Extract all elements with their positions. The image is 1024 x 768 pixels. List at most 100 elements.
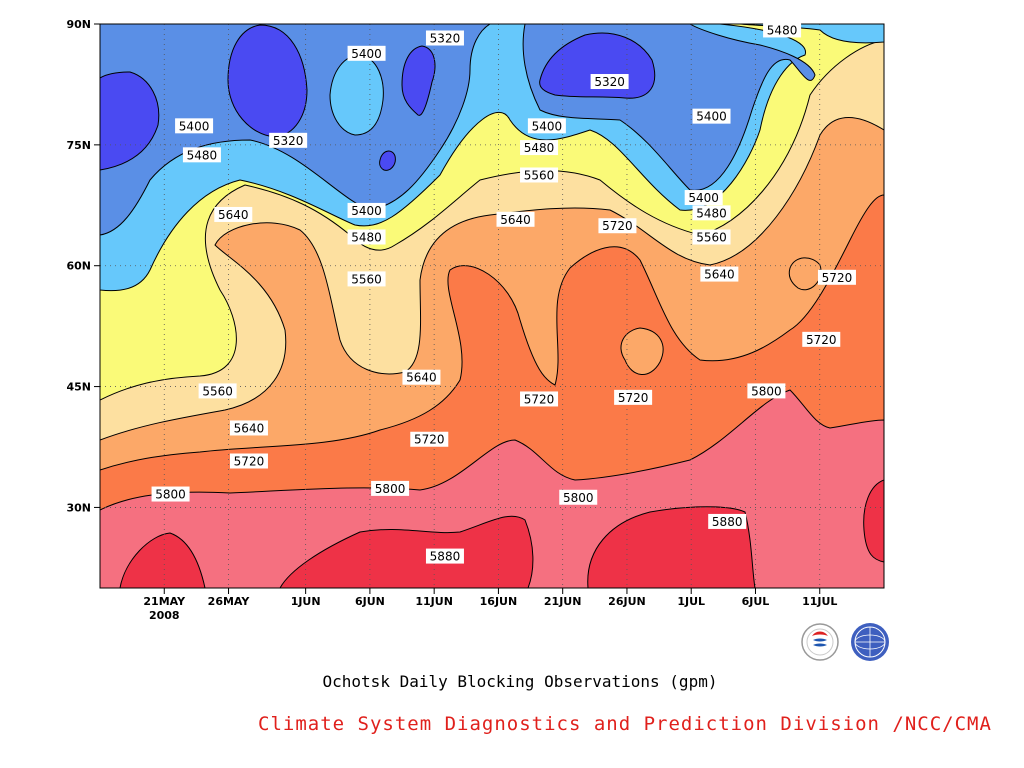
contour-label-bg	[520, 167, 559, 183]
x-tick-label: 11JUN	[415, 595, 453, 608]
y-axis: 30N 45N 60N 75N 90N	[66, 18, 100, 514]
contour-label: 5720	[598, 218, 637, 234]
contour-label: 5400	[347, 202, 386, 218]
contour-label-bg	[527, 118, 566, 134]
x-tick-label: 21JUN	[544, 595, 582, 608]
contour-label: 5800	[371, 480, 410, 496]
x-tick-label: 1JUL	[677, 595, 705, 608]
filled-contours	[100, 24, 884, 588]
contour-label-text: 5400	[532, 119, 563, 133]
contour-label: 5800	[151, 486, 190, 502]
contour-label: 5800	[747, 383, 786, 399]
core-below-5320-small	[379, 150, 396, 171]
x-tick-label: 26JUN	[608, 595, 646, 608]
contour-label-bg	[747, 383, 786, 399]
contour-label-text: 5400	[351, 47, 382, 61]
x-tick-label: 6JUN	[355, 595, 385, 608]
contour-label-text: 5480	[351, 231, 382, 245]
contour-label-text: 5480	[767, 23, 798, 37]
contour-label-bg	[559, 489, 598, 505]
contour-label-bg	[692, 205, 731, 221]
contour-label: 5400	[692, 108, 731, 124]
contour-label: 5320	[269, 132, 308, 148]
band-5880-core-west	[119, 532, 206, 588]
contour-label-bg	[229, 453, 268, 469]
contour-label: 5480	[692, 205, 731, 221]
contour-label: 5400	[347, 45, 386, 61]
x-tick-label: 21MAY	[143, 595, 186, 608]
contour-label-text: 5640	[234, 421, 265, 435]
contour-label-bg	[425, 30, 464, 46]
contour-label: 5480	[347, 229, 386, 245]
contour-label: 5560	[198, 383, 237, 399]
contour-label-text: 5720	[822, 271, 853, 285]
contour-label-bg	[175, 118, 214, 134]
contour-label-text: 5560	[351, 272, 382, 286]
contour-label-bg	[684, 190, 723, 206]
contour-label-text: 5800	[375, 482, 406, 496]
contour-label-text: 5400	[179, 119, 210, 133]
contour-label-text: 5720	[524, 392, 555, 406]
contour-label-text: 5400	[351, 204, 382, 218]
contour-label-bg	[520, 140, 559, 156]
x-year-label: 2008	[149, 609, 180, 622]
contour-label-text: 5880	[712, 515, 743, 529]
contour-label-text: 5320	[594, 75, 625, 89]
core-below-5320-mid	[401, 45, 436, 116]
contour-pocket-5720-east	[788, 257, 822, 291]
contour-label-text: 5320	[430, 32, 461, 46]
contour-label-bg	[151, 486, 190, 502]
contour-label: 5640	[214, 206, 253, 222]
contour-label: 5640	[229, 420, 268, 436]
plot-frame	[99, 23, 885, 589]
contour-label-text: 5720	[602, 219, 633, 233]
contour-label-bg	[347, 229, 386, 245]
y-tick-label: 90N	[66, 18, 91, 31]
contour-label-bg	[763, 22, 802, 38]
contour-label-text: 5720	[234, 455, 265, 469]
contour-label-text: 5480	[696, 206, 727, 220]
agency-logos	[801, 623, 889, 661]
contour-label-bg	[182, 147, 221, 163]
contour-label: 5720	[817, 269, 856, 285]
contour-label-text: 5640	[704, 268, 735, 282]
contour-label-bg	[214, 206, 253, 222]
ncc-logo	[851, 623, 889, 661]
contour-label-bg	[817, 269, 856, 285]
contour-label-bg	[598, 218, 637, 234]
contour-label-text: 5480	[524, 141, 555, 155]
contour-label-text: 5400	[696, 110, 727, 124]
contour-label: 5720	[520, 391, 559, 407]
bcc-logo	[801, 623, 839, 661]
contour-label: 5720	[410, 431, 449, 447]
contour-label-bg	[347, 202, 386, 218]
contour-label: 5640	[496, 211, 535, 227]
contour-label: 5320	[425, 30, 464, 46]
y-tick-label: 45N	[66, 381, 91, 394]
contour-label-text: 5640	[218, 208, 249, 222]
contour-label: 5880	[708, 513, 747, 529]
contour-label-text: 5560	[696, 231, 727, 245]
contour-label-text: 5800	[751, 384, 782, 398]
x-tick-label: 11JUL	[802, 595, 837, 608]
contour-pocket-5720	[620, 327, 664, 375]
contour-label: 5640	[700, 266, 739, 282]
contour-label: 5560	[347, 271, 386, 287]
contour-label-bg	[402, 369, 441, 385]
contour-label-text: 5800	[155, 488, 186, 502]
x-tick-label: 1JUN	[291, 595, 321, 608]
band-5880-core-edge	[863, 479, 884, 563]
contour-label-bg	[700, 266, 739, 282]
contour-label: 5640	[402, 369, 441, 385]
contour-label-text: 5560	[202, 384, 233, 398]
contour-label: 5400	[175, 118, 214, 134]
contour-labels: 5320 5400 5480 5320 5400 5320 5400 5400 5480 5480…	[151, 22, 856, 564]
contour-label: 5560	[692, 229, 731, 245]
contour-label-bg	[347, 271, 386, 287]
contour-label-text: 5560	[524, 168, 555, 182]
band-5880-core-center	[279, 515, 534, 588]
contour-label-text: 5640	[406, 371, 437, 385]
x-tick-label: 26MAY	[208, 595, 251, 608]
